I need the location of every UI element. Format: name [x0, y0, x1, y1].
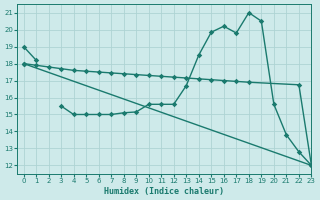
X-axis label: Humidex (Indice chaleur): Humidex (Indice chaleur) — [104, 187, 224, 196]
